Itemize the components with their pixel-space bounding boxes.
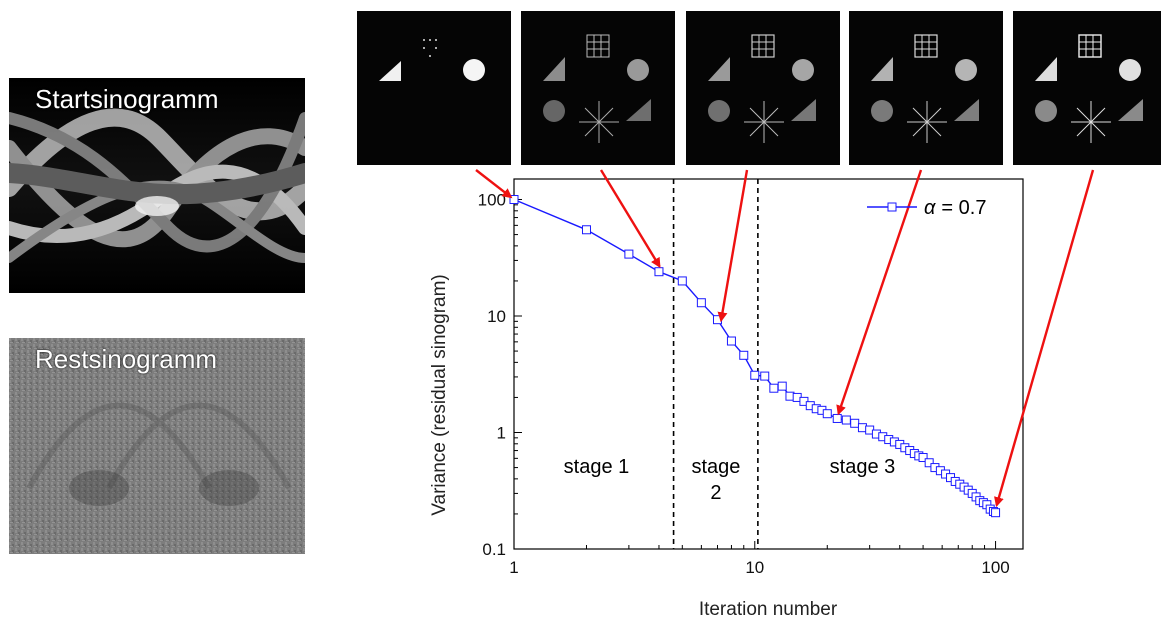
data-point — [851, 419, 859, 427]
stage-labels: stage 1 stage 2 stage 3 — [564, 456, 896, 504]
data-point — [842, 416, 850, 424]
y-tick-label: 1 — [497, 424, 506, 443]
data-point — [992, 509, 1000, 517]
y-axis-title: Variance (residual sinogram) — [429, 274, 450, 515]
stage-label: stage 1 — [564, 456, 630, 478]
y-tick-label: 0.1 — [482, 540, 506, 559]
data-point — [678, 277, 686, 285]
x-tick-label: 1 — [509, 558, 518, 577]
legend-alpha: α — [924, 197, 936, 219]
legend: α = 0.7 — [867, 197, 986, 219]
data-point — [770, 384, 778, 392]
stage-label: 2 — [710, 482, 721, 504]
data-point — [727, 337, 735, 345]
data-point — [740, 351, 748, 359]
legend-value: = 0.7 — [941, 197, 986, 219]
data-point — [751, 371, 759, 379]
annotation-arrow — [721, 170, 747, 320]
y-tick-label: 10 — [487, 307, 506, 326]
data-point — [582, 226, 590, 234]
legend-label: α = 0.7 — [924, 197, 986, 219]
data-point — [697, 299, 705, 307]
data-point — [778, 382, 786, 390]
data-point — [625, 250, 633, 258]
x-axis-title: Iteration number — [699, 599, 838, 620]
legend-marker — [888, 203, 896, 211]
x-tick-label: 100 — [981, 558, 1009, 577]
stage-label: stage — [692, 456, 741, 478]
data-point — [833, 414, 841, 422]
data-point — [823, 410, 831, 418]
data-point — [655, 268, 663, 276]
stage-label: stage 3 — [830, 456, 896, 478]
plot-frame — [514, 179, 1023, 549]
x-tick-label: 10 — [745, 558, 764, 577]
annotation-arrow — [997, 170, 1093, 505]
y-tick-label: 100 — [478, 191, 506, 210]
data-point — [510, 196, 518, 204]
data-point — [761, 372, 769, 380]
